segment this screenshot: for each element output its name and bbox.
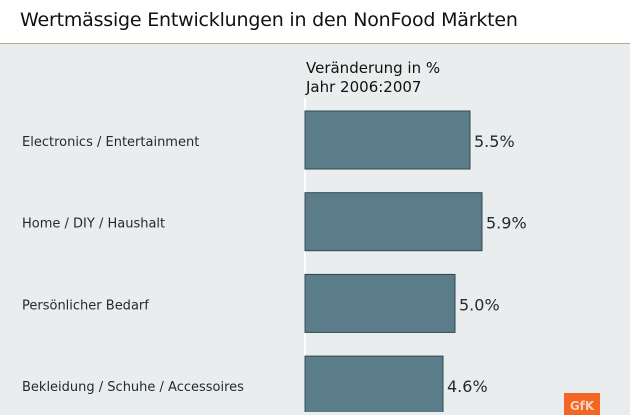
bar	[304, 355, 444, 412]
value-label: 5.9%	[486, 214, 527, 233]
bar	[304, 110, 471, 170]
axis-subtitle: Veränderung in % Jahr 2006:2007	[306, 59, 440, 97]
chart-title: Wertmässige Entwicklungen in den NonFood…	[20, 9, 518, 31]
bar	[304, 192, 483, 252]
value-label: 5.0%	[459, 295, 500, 314]
category-label: Electronics / Entertainment	[22, 135, 199, 150]
subtitle-line-1: Veränderung in %	[306, 59, 441, 77]
header: Wertmässige Entwicklungen in den NonFood…	[0, 0, 630, 44]
gfk-logo: GfK	[564, 393, 600, 415]
bars-group: Electronics / Entertainment 5.5% Home / DI…	[22, 110, 527, 412]
category-label: Home / DIY / Haushalt	[22, 217, 165, 232]
value-label: 5.5%	[474, 132, 515, 151]
category-label: Bekleidung / Schuhe / Accessoires	[22, 380, 244, 395]
gfk-logo-text: GfK	[569, 399, 595, 413]
value-label: 4.6%	[447, 377, 488, 396]
bar	[304, 273, 456, 333]
subtitle-line-2: Jahr 2006:2007	[306, 78, 422, 96]
category-label: Persönlicher Bedarf	[22, 298, 149, 313]
